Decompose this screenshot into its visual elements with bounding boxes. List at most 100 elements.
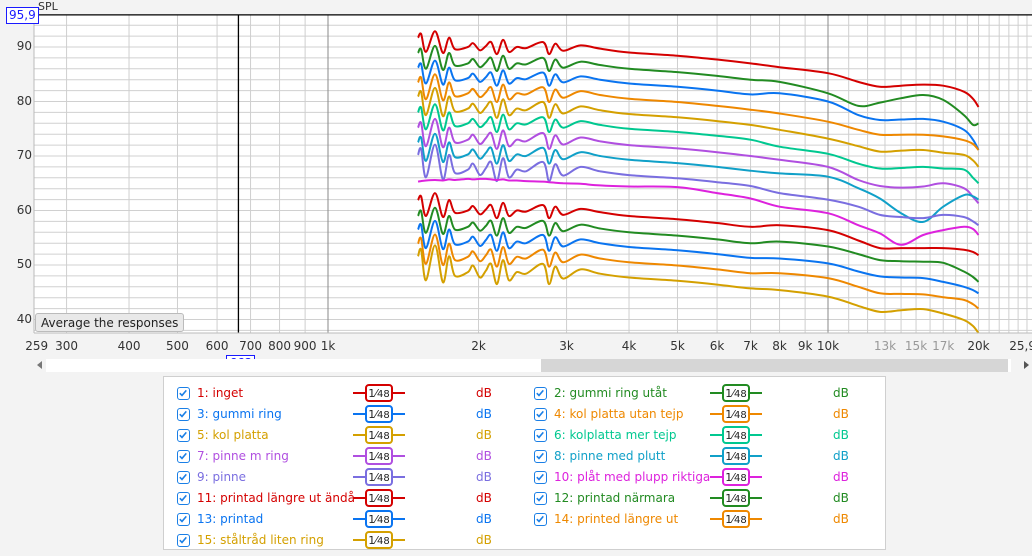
smoothing-label: 1⁄48 — [722, 426, 750, 444]
smoothing-label: 1⁄48 — [722, 510, 750, 528]
visibility-checkbox[interactable] — [534, 449, 547, 463]
measurement-name[interactable]: 7: pinne m ring — [197, 449, 289, 463]
visibility-checkbox[interactable] — [534, 512, 547, 526]
x-tick-label: 17k — [932, 339, 955, 353]
smoothing-label: 1⁄48 — [365, 384, 393, 402]
measurement-name[interactable]: 3: gummi ring — [197, 407, 282, 421]
smoothing-numerator: 1 — [368, 471, 376, 484]
visibility-checkbox[interactable] — [177, 386, 190, 400]
smoothing-button[interactable]: 1⁄48 — [353, 488, 405, 508]
smoothing-denominator: 48 — [377, 494, 390, 505]
frequency-response-plot[interactable] — [0, 0, 1032, 336]
smoothing-label: 1⁄48 — [722, 489, 750, 507]
legend-item: 5: kol platta 1⁄48 dB — [177, 425, 517, 445]
smoothing-button[interactable]: 1⁄48 — [353, 383, 405, 403]
visibility-checkbox[interactable] — [534, 407, 547, 421]
smoothing-button[interactable]: 1⁄48 — [710, 467, 762, 487]
average-responses-button[interactable]: Average the responses — [35, 313, 185, 332]
visibility-checkbox[interactable] — [534, 470, 547, 484]
measurement-name[interactable]: 14: printed längre ut — [554, 512, 679, 526]
unit-label: dB — [476, 407, 492, 421]
y-tick-label: 60 — [16, 202, 32, 217]
smoothing-button[interactable]: 1⁄48 — [353, 467, 405, 487]
measurement-name[interactable]: 5: kol platta — [197, 428, 269, 442]
legend-item: 2: gummi ring utåt 1⁄48 dB — [534, 383, 874, 403]
measurement-name[interactable]: 4: kol platta utan tejp — [554, 407, 684, 421]
visibility-checkbox[interactable] — [534, 491, 547, 505]
smoothing-denominator: 48 — [377, 431, 390, 442]
visibility-checkbox[interactable] — [177, 491, 190, 505]
unit-label: dB — [476, 533, 492, 547]
smoothing-button[interactable]: 1⁄48 — [710, 425, 762, 445]
measurement-name[interactable]: 13: printad — [197, 512, 264, 526]
smoothing-denominator: 48 — [377, 473, 390, 484]
smoothing-denominator: 48 — [377, 536, 390, 547]
smoothing-button[interactable]: 1⁄48 — [353, 509, 405, 529]
smoothing-button[interactable]: 1⁄48 — [710, 488, 762, 508]
visibility-checkbox[interactable] — [534, 386, 547, 400]
x-tick-label: 400 — [117, 339, 141, 353]
scroll-left-arrow-icon[interactable] — [37, 361, 42, 369]
measurement-name[interactable]: 12: printad närmara — [554, 491, 676, 505]
measurement-name[interactable]: 15: ståltråd liten ring — [197, 533, 324, 547]
visibility-checkbox[interactable] — [177, 470, 190, 484]
unit-label: dB — [833, 407, 849, 421]
series-line-5 — [417, 86, 980, 168]
smoothing-button[interactable]: 1⁄48 — [710, 404, 762, 424]
measurement-name[interactable]: 11: printad längre ut ändå — [197, 491, 355, 505]
legend-item: 12: printad närmara 1⁄48 dB — [534, 488, 874, 508]
visibility-checkbox[interactable] — [177, 428, 190, 442]
unit-label: dB — [833, 512, 849, 526]
scroll-right-arrow-icon[interactable] — [1024, 361, 1029, 369]
series-line-11 — [417, 192, 980, 257]
measurement-name[interactable]: 10: plåt med plupp riktiga — [554, 470, 711, 484]
series-line-7 — [417, 117, 980, 205]
smoothing-numerator: 1 — [368, 492, 376, 505]
legend-item: 1: inget 1⁄48 dB — [177, 383, 517, 403]
smoothing-denominator: 48 — [377, 410, 390, 421]
unit-label: dB — [476, 512, 492, 526]
horizontal-scrollbar[interactable] — [33, 359, 1032, 372]
series-line-13 — [417, 219, 980, 295]
series-line-2 — [417, 44, 979, 127]
smoothing-button[interactable]: 1⁄48 — [710, 383, 762, 403]
smoothing-numerator: 1 — [725, 450, 733, 463]
visibility-checkbox[interactable] — [534, 428, 547, 442]
measurement-name[interactable]: 8: pinne med plutt — [554, 449, 666, 463]
legend-item: 6: kolplatta mer tejp 1⁄48 dB — [534, 425, 874, 445]
measurement-name[interactable]: 9: pinne — [197, 470, 247, 484]
smoothing-numerator: 1 — [725, 513, 733, 526]
smoothing-numerator: 1 — [725, 429, 733, 442]
y-tick-label: 80 — [16, 93, 32, 108]
series-line-9 — [417, 143, 980, 227]
smoothing-button[interactable]: 1⁄48 — [353, 425, 405, 445]
smoothing-button[interactable]: 1⁄48 — [710, 509, 762, 529]
visibility-checkbox[interactable] — [177, 512, 190, 526]
x-tick-label: 3k — [559, 339, 574, 353]
smoothing-label: 1⁄48 — [365, 405, 393, 423]
smoothing-label: 1⁄48 — [365, 510, 393, 528]
smoothing-button[interactable]: 1⁄48 — [353, 446, 405, 466]
visibility-checkbox[interactable] — [177, 449, 190, 463]
measurement-name[interactable]: 1: inget — [197, 386, 244, 400]
smoothing-button[interactable]: 1⁄48 — [353, 404, 405, 424]
measurement-name[interactable]: 6: kolplatta mer tejp — [554, 428, 677, 442]
measurement-legend-panel: 1: inget 1⁄48 dB 2: gummi ring utåt 1⁄48 dB 3:… — [163, 376, 886, 550]
x-tick-label: 1k — [320, 339, 336, 353]
smoothing-button[interactable]: 1⁄48 — [353, 530, 405, 550]
smoothing-denominator: 48 — [734, 473, 747, 484]
smoothing-label: 1⁄48 — [722, 468, 750, 486]
smoothing-numerator: 1 — [725, 408, 733, 421]
y-tick-label: 50 — [16, 257, 32, 271]
scroll-thumb[interactable] — [541, 359, 1008, 372]
measurement-name[interactable]: 2: gummi ring utåt — [554, 386, 667, 400]
visibility-checkbox[interactable] — [177, 407, 190, 421]
series-line-12 — [417, 206, 980, 283]
smoothing-denominator: 48 — [734, 389, 747, 400]
series-line-6 — [417, 103, 980, 184]
smoothing-label: 1⁄48 — [365, 426, 393, 444]
series-line-1 — [417, 30, 980, 108]
smoothing-button[interactable]: 1⁄48 — [710, 446, 762, 466]
series-line-4 — [417, 73, 980, 151]
visibility-checkbox[interactable] — [177, 533, 190, 547]
